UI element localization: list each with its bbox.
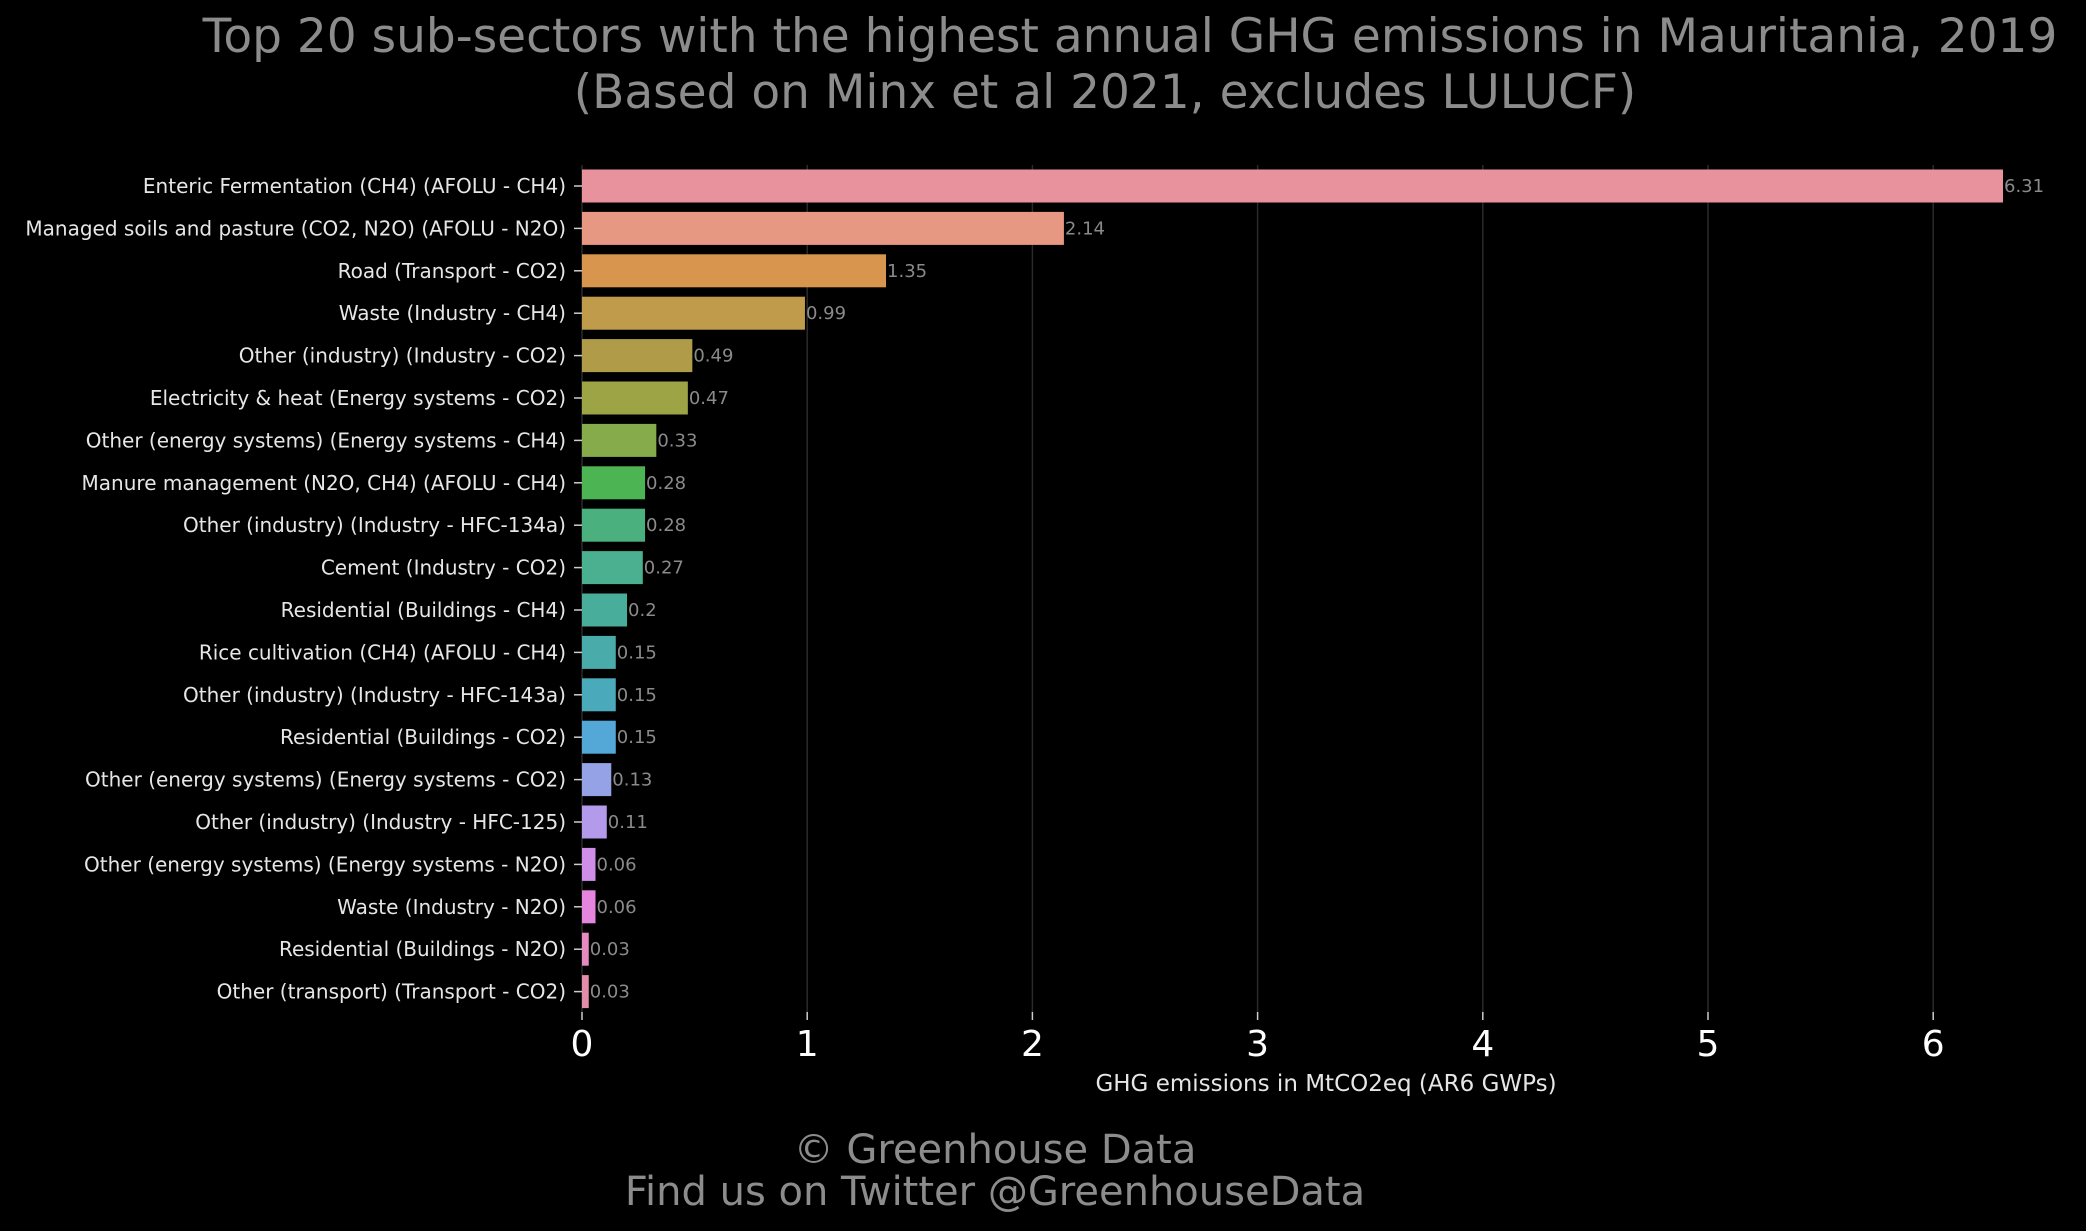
value-label-16: 0.06 [597, 854, 637, 875]
bar-8 [582, 508, 646, 542]
value-label-3: 0.99 [806, 303, 846, 324]
value-label-13: 0.15 [617, 727, 657, 748]
value-label-10: 0.2 [628, 600, 657, 621]
bar-4 [582, 339, 693, 373]
bar-6 [582, 423, 657, 457]
x-axis-title: GHG emissions in MtCO2eq (AR6 GWPs) [1095, 1071, 1556, 1097]
x-tick-label-2: 2 [1021, 1024, 1044, 1065]
bar-1 [582, 211, 1064, 245]
category-label-7: Manure management (N2O, CH4) (AFOLU - CH… [82, 471, 566, 495]
bar-11 [582, 635, 616, 669]
value-label-4: 0.49 [693, 346, 733, 367]
bar-15 [582, 805, 607, 839]
category-label-18: Residential (Buildings - N2O) [279, 937, 566, 961]
bar-5 [582, 381, 688, 415]
category-label-5: Electricity & heat (Energy systems - CO2… [150, 386, 566, 410]
bar-2 [582, 254, 887, 288]
value-label-9: 0.27 [644, 558, 684, 579]
bar-16 [582, 847, 596, 881]
category-label-2: Road (Transport - CO2) [338, 259, 566, 283]
chart-title: Top 20 sub-sectors with the highest annu… [202, 9, 2058, 64]
chart-subtitle: (Based on Minx et al 2021, excludes LULU… [574, 65, 1636, 120]
value-label-12: 0.15 [617, 685, 657, 706]
category-label-11: Rice cultivation (CH4) (AFOLU - CH4) [199, 640, 566, 664]
footer-copyright: © Greenhouse Data [794, 1127, 1197, 1173]
category-label-6: Other (energy systems) (Energy systems -… [86, 428, 566, 452]
category-label-19: Other (transport) (Transport - CO2) [217, 980, 566, 1004]
bar-10 [582, 593, 628, 627]
category-label-17: Waste (Industry - N2O) [337, 895, 566, 919]
value-labels: 6.31 2.14 1.35 0.99 0.49 0.47 0.33 0.28 0.28 0.27… [590, 176, 2044, 1003]
x-tick-label-4: 4 [1471, 1024, 1494, 1065]
value-label-8: 0.28 [646, 515, 686, 536]
bar-3 [582, 296, 805, 330]
value-label-6: 0.33 [657, 430, 697, 451]
bar-19 [582, 975, 589, 1009]
category-label-13: Residential (Buildings - CO2) [280, 725, 566, 749]
bar-17 [582, 890, 596, 924]
bar-12 [582, 678, 616, 712]
footer-twitter: Find us on Twitter @GreenhouseData [625, 1169, 1365, 1215]
bar-18 [582, 932, 589, 966]
value-label-15: 0.11 [608, 812, 648, 833]
bar-7 [582, 466, 646, 500]
bar-14 [582, 763, 612, 797]
value-label-18: 0.03 [590, 939, 630, 960]
category-label-8: Other (industry) (Industry - HFC-134a) [183, 513, 566, 537]
category-labels: Enteric Fermentation (CH4) (AFOLU - CH4)… [25, 174, 566, 1004]
x-tick-label-6: 6 [1922, 1024, 1945, 1065]
category-label-9: Cement (Industry - CO2) [321, 556, 566, 580]
category-label-1: Managed soils and pasture (CO2, N2O) (AF… [25, 216, 566, 240]
value-label-17: 0.06 [597, 897, 637, 918]
category-label-12: Other (industry) (Industry - HFC-143a) [183, 683, 566, 707]
bar-13 [582, 720, 616, 754]
category-label-0: Enteric Fermentation (CH4) (AFOLU - CH4) [143, 174, 566, 198]
bars [582, 169, 2004, 1009]
value-label-14: 0.13 [612, 770, 652, 791]
value-label-19: 0.03 [590, 982, 630, 1003]
category-label-10: Residential (Buildings - CH4) [281, 598, 566, 622]
x-tick-label-5: 5 [1697, 1024, 1720, 1065]
category-label-3: Waste (Industry - CH4) [339, 301, 566, 325]
value-label-2: 1.35 [887, 261, 927, 282]
x-tick-label-1: 1 [796, 1024, 819, 1065]
bar-0 [582, 169, 2004, 203]
value-label-11: 0.15 [617, 642, 657, 663]
x-tick-label-0: 0 [571, 1024, 594, 1065]
category-label-16: Other (energy systems) (Energy systems -… [84, 852, 566, 876]
bar-9 [582, 551, 643, 585]
value-label-7: 0.28 [646, 473, 686, 494]
x-axis-ticks: 0 1 2 3 4 5 6 [571, 185, 1945, 1065]
x-tick-label-3: 3 [1246, 1024, 1269, 1065]
value-label-5: 0.47 [689, 388, 729, 409]
category-label-15: Other (industry) (Industry - HFC-125) [195, 810, 566, 834]
category-label-4: Other (industry) (Industry - CO2) [239, 344, 566, 368]
category-label-14: Other (energy systems) (Energy systems -… [85, 768, 566, 792]
value-label-0: 6.31 [2004, 176, 2044, 197]
value-label-1: 2.14 [1065, 218, 1105, 239]
